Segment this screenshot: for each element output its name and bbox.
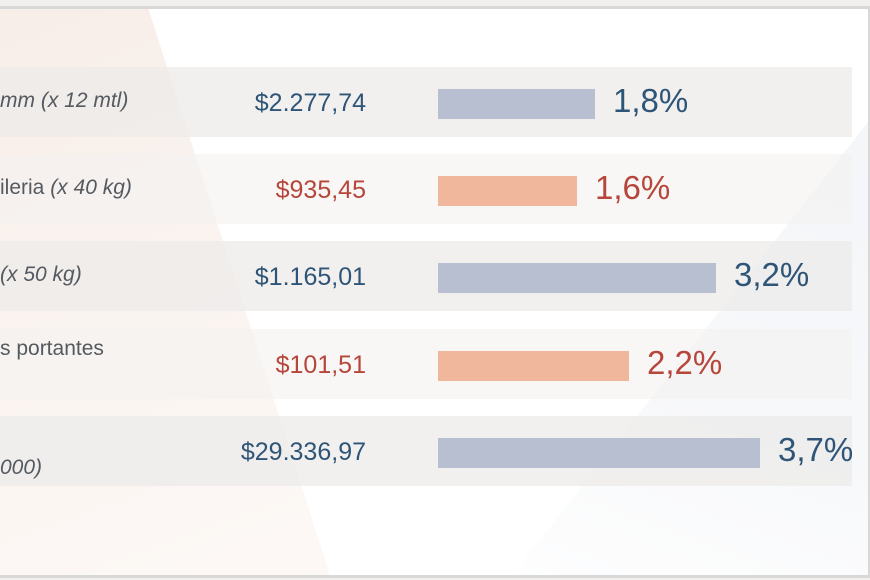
row-price: $2.277,74 <box>254 89 366 117</box>
row-price: $935,45 <box>275 176 366 204</box>
bar-value-label: 3,2% <box>734 256 810 293</box>
row-label-italic: mm (x 12 mtl) <box>0 89 129 112</box>
bar-value-label: 2,2% <box>647 344 723 381</box>
row-price: $1.165,01 <box>254 263 366 291</box>
bar-mark <box>438 351 629 381</box>
bar-mark <box>438 89 595 119</box>
bar-mark <box>438 176 577 206</box>
bar-row: s portantes $101,51 2,2% <box>0 329 852 399</box>
row-label-italic: (x 40 kg) <box>50 176 132 199</box>
row-label: mm (x 12 mtl) <box>0 89 128 113</box>
row-label-line2: 000) <box>0 456 43 479</box>
bar-row: mm (x 12 mtl) $2.277,74 1,8% <box>0 67 852 137</box>
bar-row: ileria (x 40 kg) $935,45 1,6% <box>0 154 852 224</box>
bar-value-label: 1,6% <box>595 169 671 206</box>
row-price: $101,51 <box>275 351 366 379</box>
bar-row: (x 50 kg) $1.165,01 3,2% <box>0 241 852 311</box>
row-label: (x 50 kg) <box>0 263 82 287</box>
bar-row: 000) $29.336,97 3,7% <box>0 416 854 486</box>
bar-value-label: 1,8% <box>613 82 689 119</box>
row-label-italic: (x 50 kg) <box>0 263 82 286</box>
chart-card: mm (x 12 mtl) $2.277,74 1,8% ileria (x 40 k… <box>0 6 870 578</box>
bar-mark <box>438 438 760 468</box>
row-label: ileria (x 40 kg) <box>0 176 132 200</box>
row-label: s portantes <box>0 337 104 361</box>
bar-value-label: 3,7% <box>778 431 854 468</box>
row-price: $29.336,97 <box>240 438 366 466</box>
bar-mark <box>438 263 716 293</box>
row-label-plain: s portantes <box>0 337 104 360</box>
row-label-plain: ileria <box>0 176 51 199</box>
